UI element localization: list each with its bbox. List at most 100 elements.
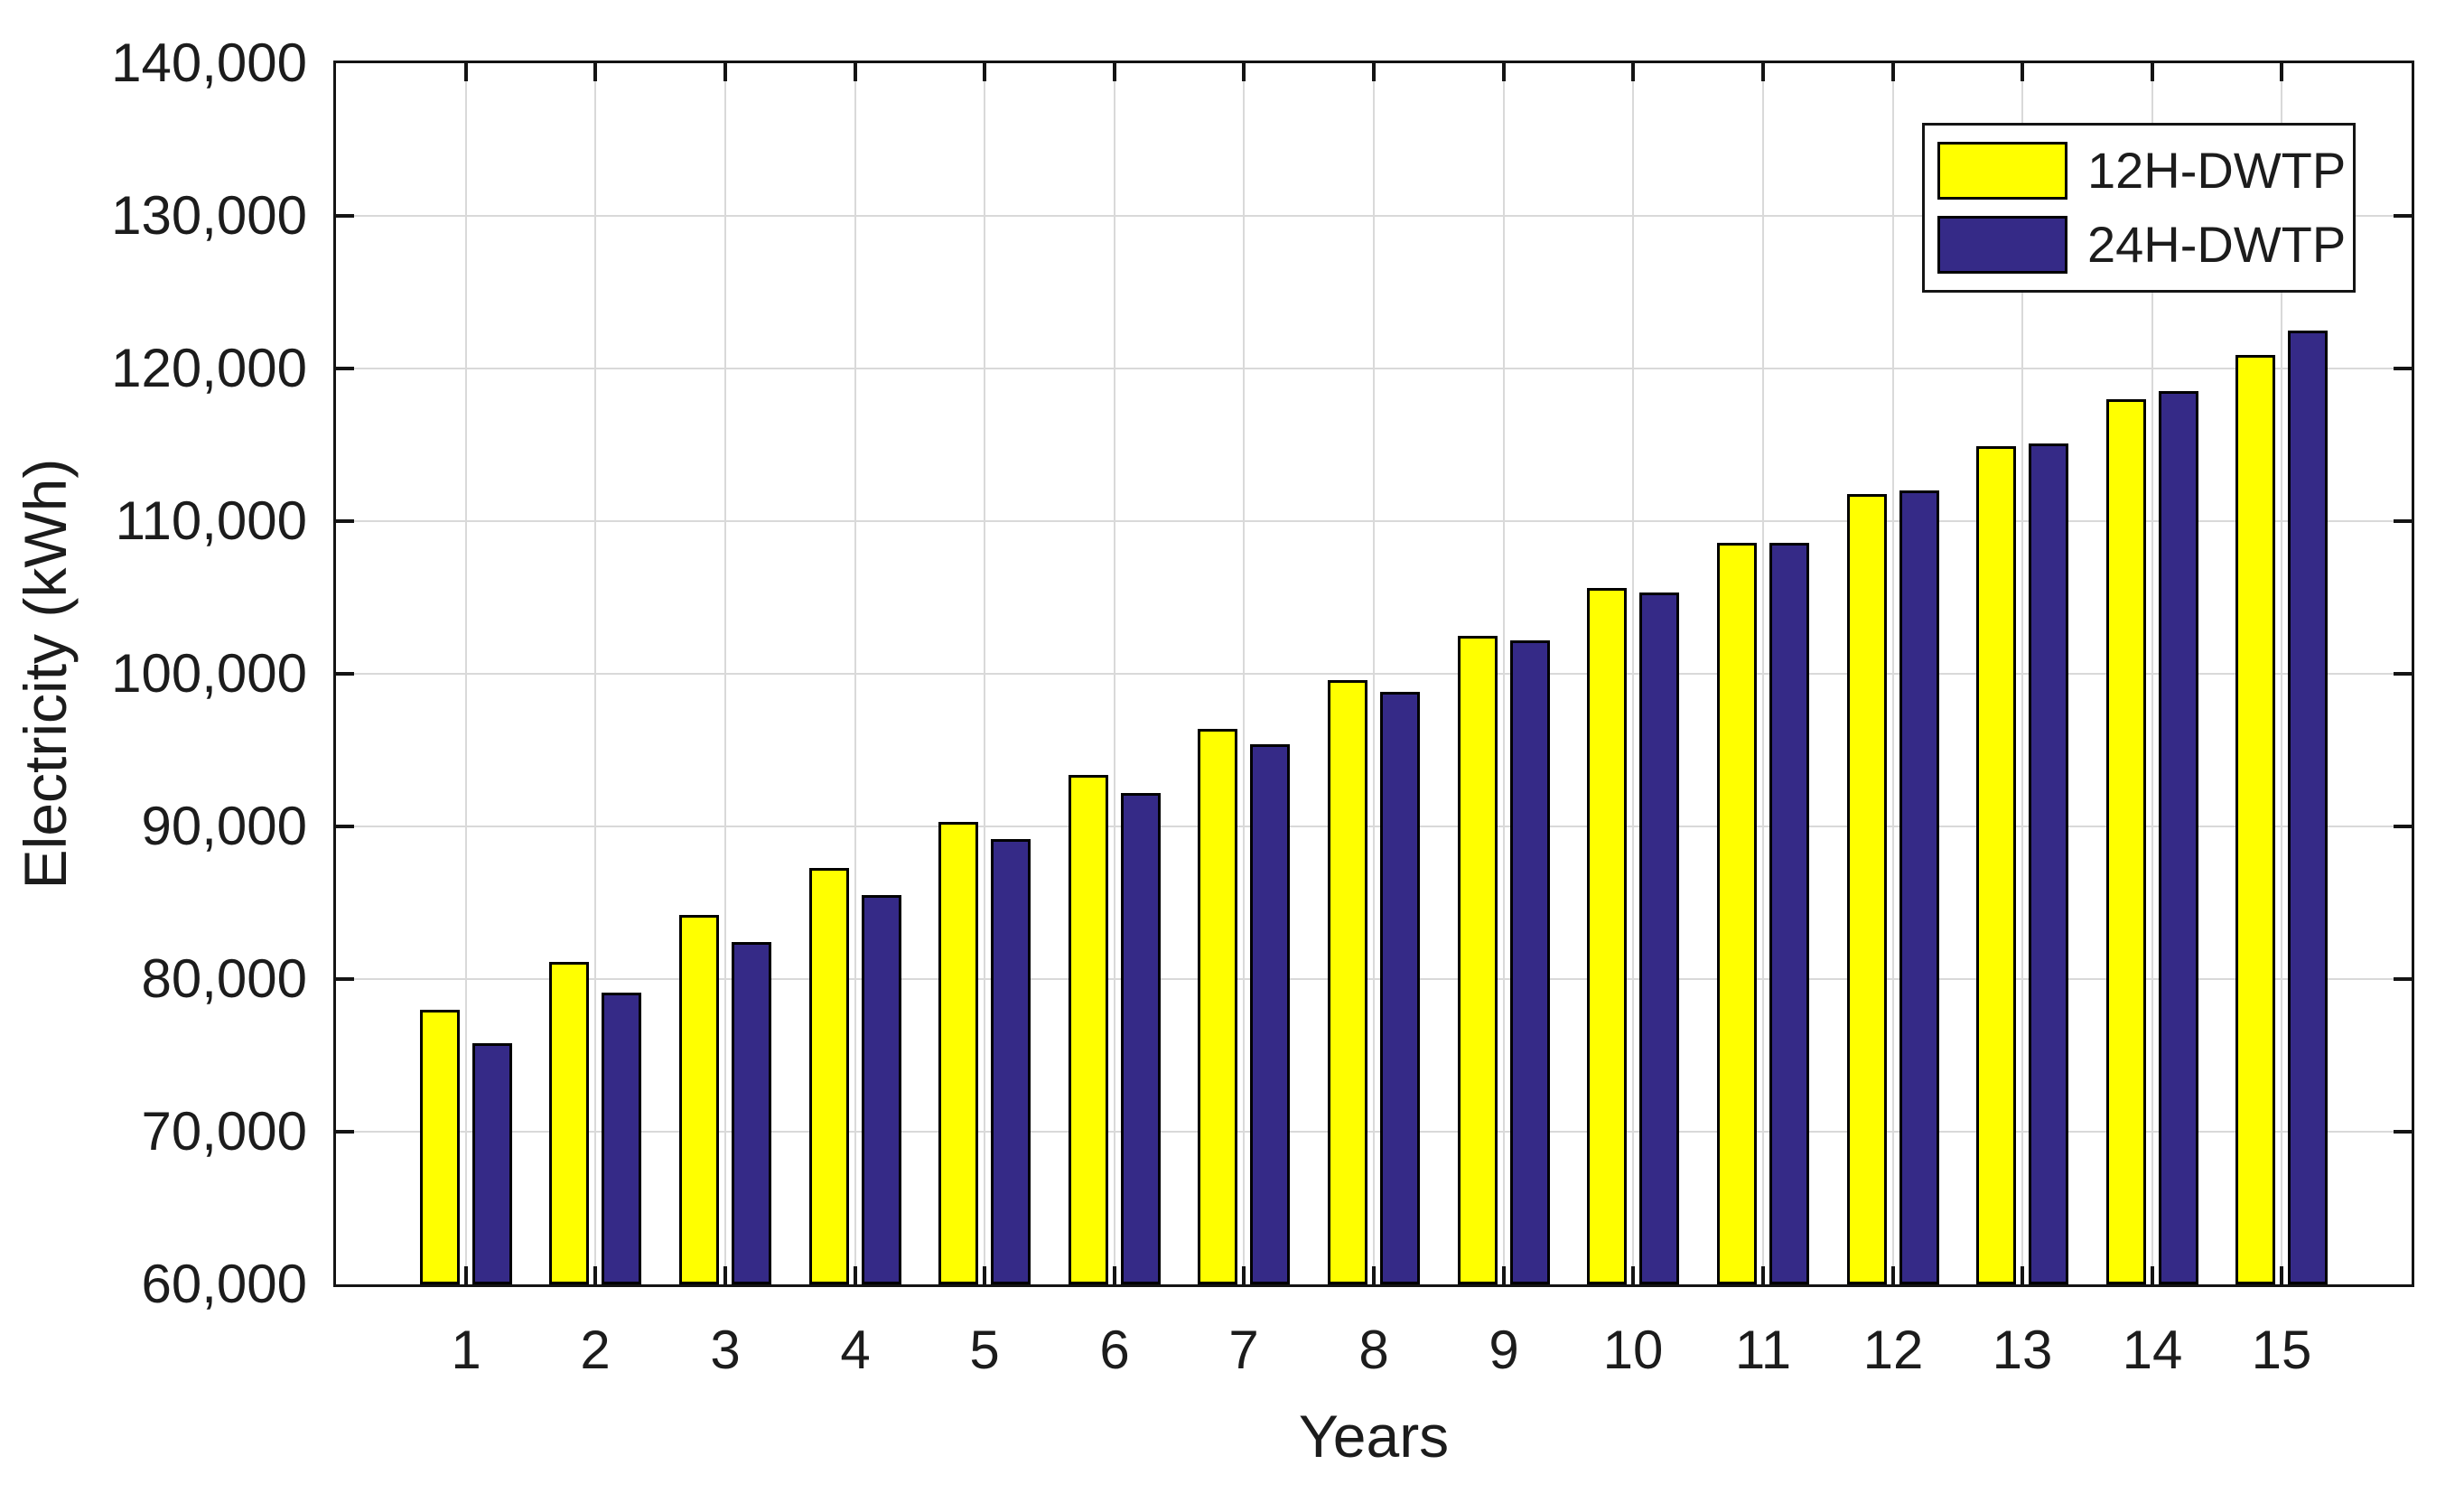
bar-24h-dwtp-year-5 xyxy=(991,839,1031,1284)
v-gridline-year-5 xyxy=(984,63,986,1284)
x-tick-bottom-6 xyxy=(1112,1266,1116,1284)
y-tick-label-110000: 110,000 xyxy=(115,490,307,551)
legend-label-12h-dwtp: 12H-DWTP xyxy=(2087,142,2347,199)
x-tick-label-11: 11 xyxy=(1734,1320,1792,1380)
x-tick-label-7: 7 xyxy=(1228,1320,1259,1380)
bar-24h-dwtp-year-6 xyxy=(1121,793,1161,1284)
x-tick-bottom-5 xyxy=(983,1266,987,1284)
x-tick-top-10 xyxy=(1631,63,1636,81)
x-tick-label-2: 2 xyxy=(580,1320,611,1380)
legend: 12H-DWTP 24H-DWTP xyxy=(1922,123,2356,293)
y-tick-right-130000 xyxy=(2394,214,2412,218)
bar-12h-dwtp-year-11 xyxy=(1717,543,1757,1284)
bar-24h-dwtp-year-12 xyxy=(1899,490,1939,1284)
v-gridline-year-13 xyxy=(2021,63,2024,1284)
bar-12h-dwtp-year-15 xyxy=(2235,355,2275,1284)
bar-12h-dwtp-year-1 xyxy=(420,1010,460,1284)
y-tick-left-80000 xyxy=(336,977,354,981)
v-gridline-year-7 xyxy=(1243,63,1246,1284)
y-tick-right-110000 xyxy=(2394,519,2412,523)
x-tick-bottom-15 xyxy=(2280,1266,2284,1284)
bar-24h-dwtp-year-8 xyxy=(1380,692,1420,1284)
x-tick-bottom-2 xyxy=(593,1266,598,1284)
x-tick-bottom-4 xyxy=(853,1266,857,1284)
bar-12h-dwtp-year-4 xyxy=(809,868,849,1284)
y-tick-right-120000 xyxy=(2394,367,2412,370)
v-gridline-year-3 xyxy=(723,63,726,1284)
y-tick-left-70000 xyxy=(336,1130,354,1134)
x-tick-label-8: 8 xyxy=(1358,1320,1389,1380)
legend-swatch-12h-dwtp xyxy=(1937,142,2067,200)
bar-12h-dwtp-year-9 xyxy=(1458,636,1498,1284)
v-gridline-year-9 xyxy=(1502,63,1505,1284)
bar-24h-dwtp-year-14 xyxy=(2159,391,2198,1284)
bar-24h-dwtp-year-9 xyxy=(1510,640,1550,1284)
y-tick-right-70000 xyxy=(2394,1130,2412,1134)
x-tick-top-1 xyxy=(463,63,468,81)
y-tick-left-110000 xyxy=(336,519,354,523)
v-gridline-year-4 xyxy=(854,63,856,1284)
x-tick-label-3: 3 xyxy=(710,1320,741,1380)
x-tick-bottom-10 xyxy=(1631,1266,1636,1284)
y-tick-right-100000 xyxy=(2394,672,2412,676)
v-gridline-year-8 xyxy=(1373,63,1375,1284)
bar-12h-dwtp-year-8 xyxy=(1328,680,1367,1284)
y-tick-label-80000: 80,000 xyxy=(141,948,307,1009)
bar-12h-dwtp-year-3 xyxy=(679,915,719,1284)
x-tick-bottom-1 xyxy=(463,1266,468,1284)
x-tick-top-2 xyxy=(593,63,598,81)
v-gridline-year-12 xyxy=(1891,63,1894,1284)
y-tick-left-120000 xyxy=(336,367,354,370)
y-tick-right-90000 xyxy=(2394,825,2412,828)
bar-24h-dwtp-year-2 xyxy=(602,993,641,1284)
x-tick-bottom-11 xyxy=(1760,1266,1765,1284)
bar-12h-dwtp-year-13 xyxy=(1976,446,2016,1284)
x-tick-top-7 xyxy=(1242,63,1246,81)
bar-24h-dwtp-year-7 xyxy=(1250,744,1290,1284)
bar-12h-dwtp-year-2 xyxy=(549,962,589,1284)
x-tick-label-13: 13 xyxy=(1992,1320,2053,1380)
v-gridline-year-14 xyxy=(2151,63,2153,1284)
x-tick-top-5 xyxy=(983,63,987,81)
x-tick-label-14: 14 xyxy=(2122,1320,2183,1380)
x-tick-top-3 xyxy=(723,63,727,81)
x-tick-label-4: 4 xyxy=(840,1320,871,1380)
y-tick-label-120000: 120,000 xyxy=(111,338,307,398)
bar-24h-dwtp-year-11 xyxy=(1769,543,1809,1284)
x-tick-top-15 xyxy=(2280,63,2284,81)
bar-24h-dwtp-year-13 xyxy=(2029,443,2068,1284)
v-gridline-year-15 xyxy=(2281,63,2283,1284)
y-tick-right-80000 xyxy=(2394,977,2412,981)
x-tick-label-1: 1 xyxy=(451,1320,481,1380)
x-tick-top-11 xyxy=(1760,63,1765,81)
y-tick-left-100000 xyxy=(336,672,354,676)
bar-24h-dwtp-year-1 xyxy=(472,1043,512,1284)
bar-12h-dwtp-year-7 xyxy=(1198,729,1237,1284)
legend-entry-24h-dwtp: 24H-DWTP xyxy=(1937,216,2353,274)
x-tick-bottom-14 xyxy=(2150,1266,2154,1284)
v-gridline-year-10 xyxy=(1632,63,1635,1284)
y-tick-label-90000: 90,000 xyxy=(141,796,307,856)
y-tick-left-90000 xyxy=(336,825,354,828)
v-gridline-year-2 xyxy=(594,63,597,1284)
bar-24h-dwtp-year-15 xyxy=(2288,331,2328,1284)
y-tick-label-60000: 60,000 xyxy=(141,1254,307,1314)
y-tick-label-100000: 100,000 xyxy=(111,643,307,704)
y-tick-label-130000: 130,000 xyxy=(111,185,307,246)
x-tick-bottom-12 xyxy=(1890,1266,1895,1284)
v-gridline-year-11 xyxy=(1761,63,1764,1284)
bar-24h-dwtp-year-3 xyxy=(732,942,771,1284)
legend-swatch-24h-dwtp xyxy=(1937,216,2067,274)
x-tick-top-8 xyxy=(1372,63,1376,81)
x-tick-label-9: 9 xyxy=(1489,1320,1519,1380)
x-tick-bottom-9 xyxy=(1501,1266,1506,1284)
bar-12h-dwtp-year-14 xyxy=(2106,399,2146,1284)
legend-entry-12h-dwtp: 12H-DWTP xyxy=(1937,142,2353,200)
x-tick-label-6: 6 xyxy=(1099,1320,1130,1380)
x-tick-label-10: 10 xyxy=(1602,1320,1664,1380)
bar-12h-dwtp-year-10 xyxy=(1587,588,1627,1284)
x-tick-top-6 xyxy=(1112,63,1116,81)
v-gridline-year-6 xyxy=(1113,63,1115,1284)
v-gridline-year-1 xyxy=(464,63,467,1284)
